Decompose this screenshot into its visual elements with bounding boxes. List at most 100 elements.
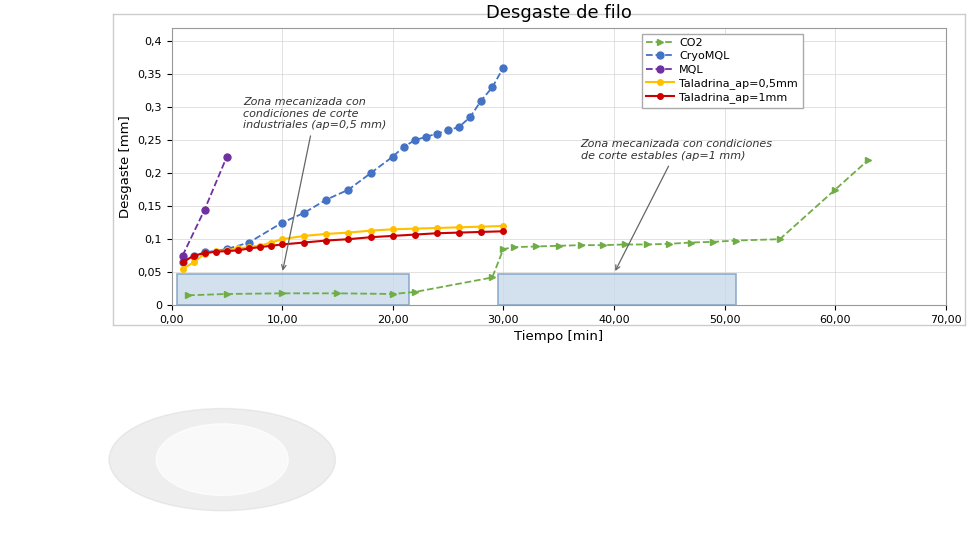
CO2	[530, 243, 542, 250]
Taladrina_ap=0,5mm	[498, 223, 510, 230]
Text: Pasada 00: Pasada 00	[417, 352, 477, 362]
Taladrina_ap=0,5mm	[343, 229, 355, 236]
Taladrina_ap=0,5mm	[409, 225, 420, 232]
Bar	[498, 273, 736, 305]
CryoMQL	[276, 220, 288, 226]
Taladrina_ap=1mm	[409, 231, 420, 238]
CryoMQL	[243, 239, 255, 246]
CO2	[663, 240, 675, 247]
CO2	[182, 292, 194, 298]
CryoMQL	[220, 246, 232, 253]
Line: CryoMQL: CryoMQL	[179, 64, 507, 266]
CryoMQL	[398, 143, 410, 150]
Taladrina_ap=1mm	[298, 239, 310, 246]
Ellipse shape	[156, 424, 288, 496]
Line: MQL: MQL	[179, 153, 230, 259]
Taladrina_ap=1mm	[210, 249, 221, 255]
Text: Pasada 11 – 49,92 min: Pasada 11 – 49,92 min	[417, 461, 548, 472]
Taladrina_ap=0,5mm	[453, 224, 465, 231]
Taladrina_ap=1mm	[320, 237, 332, 244]
Taladrina_ap=1mm	[220, 248, 232, 254]
Taladrina_ap=0,5mm	[176, 265, 188, 272]
Taladrina_ap=0,5mm	[243, 244, 255, 250]
MQL	[199, 206, 211, 213]
Taladrina_ap=0,5mm	[320, 231, 332, 237]
CO2	[829, 186, 841, 193]
CO2	[641, 241, 653, 248]
Taladrina_ap=1mm	[199, 250, 211, 256]
Taladrina_ap=0,5mm	[431, 225, 443, 231]
CryoMQL	[320, 196, 332, 203]
CO2	[387, 291, 399, 297]
Taladrina_ap=0,5mm	[387, 226, 399, 232]
Legend: CO2, CryoMQL, MQL, Taladrina_ap=0,5mm, Taladrina_ap=1mm: CO2, CryoMQL, MQL, Taladrina_ap=0,5mm, T…	[642, 34, 803, 108]
Taladrina_ap=1mm	[176, 259, 188, 265]
CryoMQL	[465, 114, 476, 120]
CO2	[597, 242, 609, 249]
Line: Taladrina_ap=1mm: Taladrina_ap=1mm	[179, 228, 506, 265]
Taladrina_ap=0,5mm	[254, 242, 266, 249]
CryoMQL	[498, 64, 510, 71]
X-axis label: Tiempo [min]: Tiempo [min]	[514, 330, 603, 343]
Text: Zona mecanizada con condiciones
de corte estables (ap=1 mm): Zona mecanizada con condiciones de corte…	[581, 139, 772, 270]
CO2	[409, 288, 420, 295]
Text: Pasada 02 – 21,10 min: Pasada 02 – 21,10 min	[702, 352, 832, 362]
Taladrina_ap=1mm	[343, 236, 355, 242]
Taladrina_ap=0,5mm	[188, 259, 200, 265]
CryoMQL	[387, 153, 399, 160]
CO2	[498, 246, 510, 253]
CO2	[862, 157, 874, 164]
CO2	[708, 239, 719, 245]
CryoMQL	[343, 186, 355, 193]
CryoMQL	[298, 209, 310, 216]
Bar	[177, 273, 410, 305]
Taladrina_ap=1mm	[276, 241, 288, 248]
CO2	[619, 241, 631, 248]
Taladrina_ap=0,5mm	[298, 232, 310, 239]
CO2	[575, 242, 587, 249]
Line: CO2: CO2	[184, 157, 872, 299]
CO2	[331, 290, 343, 297]
CryoMQL	[176, 259, 188, 265]
Taladrina_ap=1mm	[188, 253, 200, 259]
CryoMQL	[409, 137, 420, 143]
Taladrina_ap=0,5mm	[210, 248, 221, 254]
MQL	[220, 153, 232, 160]
Taladrina_ap=1mm	[254, 244, 266, 250]
Ellipse shape	[109, 409, 335, 511]
Text: Pasada 16 – 61,40 min: Pasada 16 – 61,40 min	[702, 461, 832, 472]
CryoMQL	[431, 130, 443, 137]
Title: Desgaste de filo: Desgaste de filo	[486, 4, 631, 22]
Taladrina_ap=1mm	[431, 230, 443, 237]
Taladrina_ap=0,5mm	[475, 223, 487, 230]
CO2	[774, 236, 786, 242]
Taladrina_ap=0,5mm	[220, 247, 232, 254]
CO2	[276, 290, 288, 297]
CryoMQL	[365, 170, 376, 176]
Taladrina_ap=1mm	[453, 229, 465, 236]
CryoMQL	[442, 127, 454, 134]
Taladrina_ap=1mm	[387, 232, 399, 239]
Taladrina_ap=1mm	[232, 247, 244, 254]
Taladrina_ap=0,5mm	[365, 227, 376, 234]
Line: Taladrina_ap=0,5mm: Taladrina_ap=0,5mm	[179, 223, 506, 272]
CryoMQL	[188, 253, 200, 259]
Taladrina_ap=0,5mm	[266, 239, 277, 246]
CryoMQL	[475, 97, 487, 104]
CryoMQL	[486, 84, 498, 91]
Taladrina_ap=1mm	[475, 228, 487, 235]
MQL	[176, 253, 188, 259]
CryoMQL	[453, 124, 465, 130]
CO2	[685, 239, 697, 246]
Taladrina_ap=1mm	[498, 228, 510, 235]
CryoMQL	[199, 249, 211, 256]
CO2	[730, 237, 742, 244]
Taladrina_ap=0,5mm	[232, 245, 244, 252]
CO2	[220, 291, 232, 297]
Taladrina_ap=0,5mm	[276, 236, 288, 242]
Taladrina_ap=1mm	[365, 234, 376, 241]
CO2	[509, 244, 520, 250]
Taladrina_ap=1mm	[243, 245, 255, 252]
Taladrina_ap=0,5mm	[199, 250, 211, 257]
CO2	[486, 274, 498, 281]
